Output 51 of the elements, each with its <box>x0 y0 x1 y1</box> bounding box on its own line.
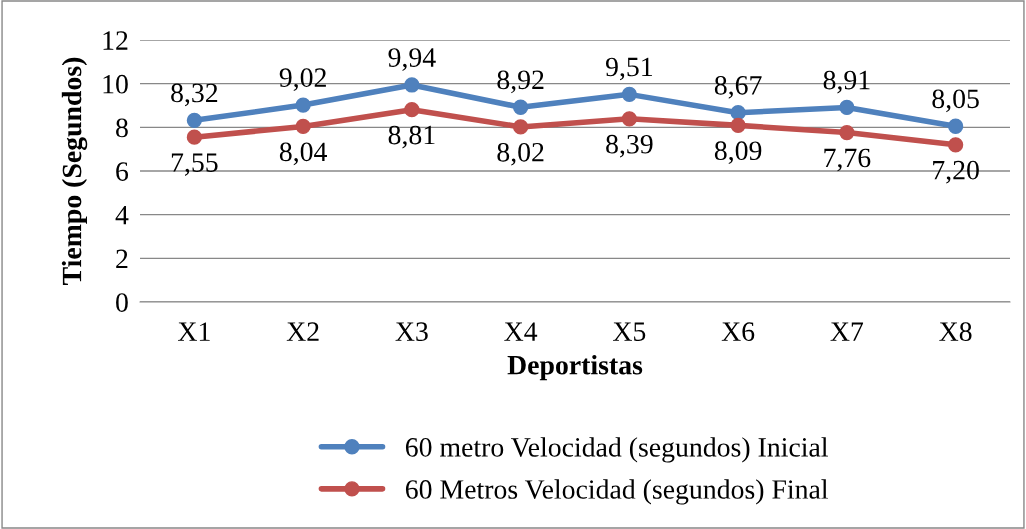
x-tick-label: X2 <box>286 322 319 341</box>
data-label: 7,55 <box>171 153 218 176</box>
point <box>512 99 529 115</box>
data-label: 8,02 <box>497 142 544 166</box>
point <box>512 119 529 135</box>
point <box>839 99 855 116</box>
y-tick-label: 12 <box>103 31 128 50</box>
data-label: 8,67 <box>714 75 762 99</box>
point <box>839 124 855 141</box>
data-label: 8,32 <box>171 83 218 107</box>
x-tick-label: X4 <box>504 322 538 341</box>
point <box>404 102 420 118</box>
y-tick-label: 2 <box>116 249 128 268</box>
point <box>621 86 638 103</box>
x-tick-label: X7 <box>830 322 864 341</box>
data-label: 8,39 <box>606 134 653 158</box>
data-label: 9,02 <box>279 68 326 92</box>
point <box>295 97 311 113</box>
point <box>730 105 746 121</box>
point <box>621 111 638 127</box>
data-label: 7,76 <box>824 148 871 172</box>
point <box>730 117 746 134</box>
point <box>186 129 203 145</box>
y-tick-label: 8 <box>116 118 128 138</box>
point <box>947 118 964 134</box>
x-tick-label: X6 <box>721 322 755 341</box>
y-tick-label: 0 <box>116 293 128 312</box>
legend-label: 60 metro Velocidad (segundos) Inicial <box>405 437 828 463</box>
legend-label: 60 Metros Velocidad (segundos) Final <box>405 479 829 505</box>
data-label: 7,20 <box>933 160 979 184</box>
data-label: 8,09 <box>714 141 762 165</box>
x-tick-label: X1 <box>178 322 210 341</box>
data-label: 8,91 <box>823 70 870 94</box>
x-tick-label: X8 <box>939 322 972 341</box>
x-tick-label: X3 <box>395 322 428 341</box>
x-tick-label: X5 <box>613 322 646 341</box>
point <box>295 118 311 135</box>
point <box>186 112 203 128</box>
data-label: 8,81 <box>388 125 435 149</box>
data-label: 9,51 <box>605 57 653 81</box>
data-label: 8,92 <box>497 70 544 94</box>
x-axis-title: Deportistas <box>507 354 643 381</box>
data-label: 9,94 <box>388 48 436 71</box>
y-tick-label: 6 <box>116 162 129 181</box>
y-axis-title: Tiempo (Segundos) <box>61 57 88 285</box>
data-label: 8,05 <box>932 89 979 113</box>
y-tick-label: 10 <box>103 74 128 94</box>
y-tick-label: 4 <box>115 206 129 225</box>
data-label: 8,04 <box>279 142 327 166</box>
point <box>947 137 964 153</box>
point <box>404 77 420 93</box>
